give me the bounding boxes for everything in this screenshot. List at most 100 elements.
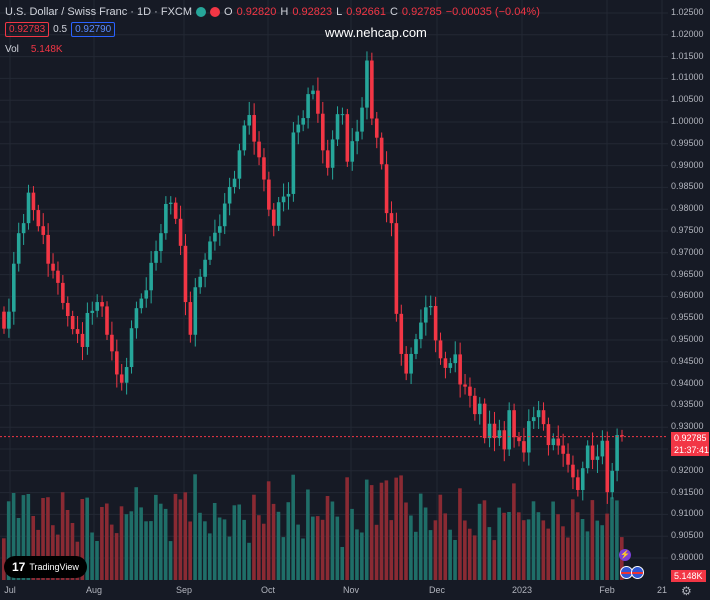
candle-body <box>355 131 359 142</box>
sell-button[interactable]: 0.92783 <box>5 22 50 37</box>
volume-bar <box>257 515 261 580</box>
volume-bar <box>556 514 560 580</box>
volume-bar <box>521 520 526 580</box>
volume-bar <box>497 507 501 580</box>
time-axis-label: Aug <box>85 585 103 595</box>
candle-body <box>487 423 492 439</box>
time-axis-label: 21 <box>656 585 668 595</box>
volume-bar <box>212 503 217 580</box>
volume-label: Vol <box>5 44 19 55</box>
volume-bar <box>536 512 541 580</box>
volume-bar <box>198 512 202 580</box>
candle-body <box>26 192 31 224</box>
tradingview-logo[interactable]: 17 TradingView <box>4 556 87 578</box>
price-axis-label: 0.99500 <box>671 137 704 148</box>
candle-body <box>56 270 60 283</box>
volume-bar <box>453 540 457 580</box>
volume-bar <box>193 474 197 580</box>
us-flag-icon[interactable] <box>631 566 644 579</box>
volume-bar <box>423 507 428 580</box>
volume-bar <box>90 532 94 580</box>
time-axis-label: Oct <box>260 585 276 595</box>
time-axis-label: Jul <box>4 585 16 595</box>
candle-body <box>70 316 75 330</box>
candle-body <box>193 287 198 335</box>
candle-body <box>394 223 399 314</box>
candle-body <box>399 313 404 354</box>
candle-body <box>65 302 70 317</box>
volume-bar <box>541 520 546 580</box>
volume-bar <box>605 513 609 580</box>
candle-body <box>134 308 139 329</box>
candle-body <box>149 262 153 291</box>
volume-bar <box>36 529 40 580</box>
volume-bar <box>374 524 379 580</box>
candle-body <box>615 435 619 471</box>
volume-bar <box>124 514 129 580</box>
candle-body <box>335 114 340 140</box>
price-axis-label: 1.01500 <box>671 50 704 61</box>
candle-body <box>139 298 144 309</box>
candle-body <box>296 124 301 133</box>
candle-body <box>370 60 374 119</box>
volume-bar <box>409 515 413 580</box>
candle-body <box>433 305 438 341</box>
time-axis-label: 2023 <box>511 585 533 595</box>
candle-body <box>384 164 389 214</box>
price-axis-label: 0.93000 <box>671 421 704 432</box>
candle-body <box>507 410 511 450</box>
price-axis-label: 0.93500 <box>671 399 704 410</box>
candle-body <box>409 353 413 374</box>
candle-body <box>443 358 448 368</box>
price-axis-label: 0.94500 <box>671 355 704 366</box>
candle-body <box>16 233 21 264</box>
volume-bar <box>266 481 271 580</box>
volume-bar <box>178 499 183 580</box>
volume-bar <box>507 512 511 580</box>
volume-bar <box>129 511 134 580</box>
volume-bar <box>188 521 192 580</box>
candle-body <box>291 132 296 194</box>
volume-bar <box>311 516 315 580</box>
volume-bar <box>6 501 11 580</box>
candle-body <box>585 445 590 469</box>
volume-bar <box>163 508 168 580</box>
candle-body <box>301 118 305 125</box>
volume-bar <box>546 528 551 580</box>
volume-bar <box>477 503 482 580</box>
volume-bar <box>389 520 394 580</box>
candle-body <box>115 351 119 375</box>
volume-bar <box>517 512 521 580</box>
watermark-text: www.nehcap.com <box>325 25 427 40</box>
candle-body <box>438 340 443 359</box>
candle-body <box>2 311 6 329</box>
candle-body <box>173 202 178 219</box>
candle-body <box>281 196 286 203</box>
volume-bar <box>296 524 300 580</box>
symbol-title[interactable]: U.S. Dollar / Swiss Franc · 1D · FXCM <box>5 6 193 18</box>
volume-bar <box>242 519 246 580</box>
volume-bar <box>139 507 143 580</box>
candle-body <box>218 226 222 233</box>
candle-body <box>419 322 423 340</box>
candle-body <box>365 60 369 108</box>
volume-bar <box>458 488 462 580</box>
price-axis-label: 0.96000 <box>671 290 704 301</box>
event-bolt-icon[interactable]: ⚡ <box>619 549 631 561</box>
candle-body <box>36 210 41 227</box>
volume-bar <box>154 494 158 580</box>
candle-body <box>61 282 65 303</box>
volume-bar <box>384 480 389 580</box>
candle-body <box>267 179 271 210</box>
volume-bar <box>31 516 36 580</box>
candle-body <box>453 354 458 364</box>
settings-gear-icon[interactable]: ⚙ <box>681 584 692 598</box>
candle-body <box>7 311 11 329</box>
volume-bar <box>144 521 148 580</box>
close-value: 0.92785 <box>401 6 442 18</box>
candle-body <box>227 186 232 204</box>
volume-bar <box>512 483 516 580</box>
buy-button[interactable]: 0.92790 <box>71 22 116 37</box>
volume-bar <box>418 493 423 580</box>
